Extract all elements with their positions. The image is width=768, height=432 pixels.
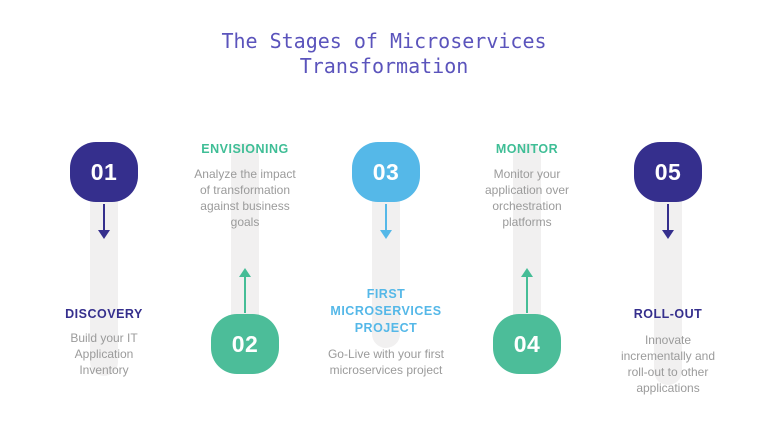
stage-first-microservices-project: 03 FIRST MICROSERVICES PROJECT Go-Live w… xyxy=(316,0,456,432)
arrow-head xyxy=(239,268,251,277)
arrow-down-icon xyxy=(34,204,174,239)
stage-heading: FIRST MICROSERVICES PROJECT xyxy=(330,287,442,335)
arrow-stem xyxy=(243,277,247,313)
stage-description: Go-Live with your first microservices pr… xyxy=(327,347,445,377)
stage-heading: DISCOVERY xyxy=(65,307,143,321)
arrow-stem xyxy=(384,204,388,230)
stage-number: 05 xyxy=(654,158,682,185)
stage-heading: ENVISIONING xyxy=(201,142,289,156)
arrow-stem xyxy=(666,204,670,230)
stage-number: 04 xyxy=(513,330,541,357)
stage-heading: MONITOR xyxy=(495,142,559,156)
arrow-down-icon xyxy=(316,204,456,239)
stage-number: 01 xyxy=(90,158,118,185)
stage-number: 02 xyxy=(231,330,259,357)
stage-description: Innovate incrementally and roll-out to o… xyxy=(620,333,716,395)
stage-number-badge: 04 xyxy=(493,314,561,374)
stage-envisioning: ENVISIONING Analyze the impact of transf… xyxy=(175,0,315,432)
stage-monitor: MONITOR Monitor your application over or… xyxy=(457,0,597,432)
stage-number-badge: 05 xyxy=(634,142,702,202)
stage-number-badge: 03 xyxy=(352,142,420,202)
arrow-head xyxy=(380,230,392,239)
stage-heading: ROLL-OUT xyxy=(633,307,703,321)
stage-description: Analyze the impact of transformation aga… xyxy=(194,167,296,229)
arrow-head xyxy=(662,230,674,239)
arrow-up-icon xyxy=(457,268,597,313)
arrow-head xyxy=(98,230,110,239)
stage-number: 03 xyxy=(372,158,400,185)
stage-roll-out: 05 ROLL-OUT Innovate incrementally and r… xyxy=(598,0,738,432)
stage-description: Build your IT Application Inventory xyxy=(70,331,138,377)
arrow-up-icon xyxy=(175,268,315,313)
stage-description: Monitor your application over orchestrat… xyxy=(484,167,570,229)
arrow-stem xyxy=(525,277,529,313)
stage-track xyxy=(90,168,118,376)
stage-discovery: 01 DISCOVERY Build your IT Application I… xyxy=(34,0,174,432)
arrow-head xyxy=(521,268,533,277)
stage-number-badge: 02 xyxy=(211,314,279,374)
page-title: The Stages of Microservices Transformati… xyxy=(221,29,547,78)
arrow-down-icon xyxy=(598,204,738,239)
stage-number-badge: 01 xyxy=(70,142,138,202)
arrow-stem xyxy=(102,204,106,230)
